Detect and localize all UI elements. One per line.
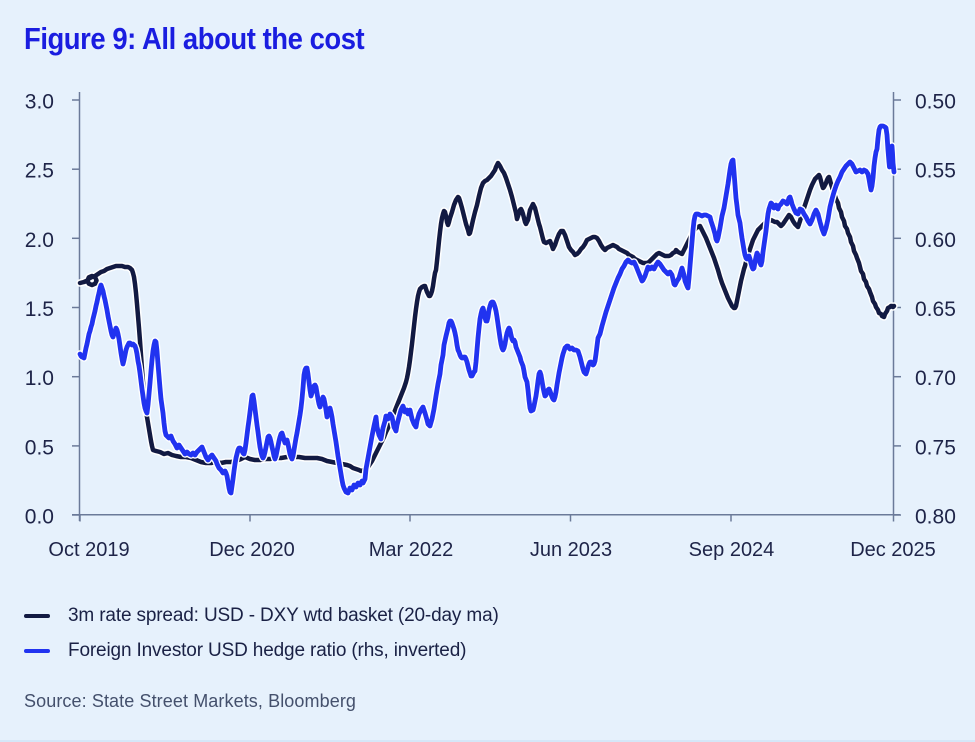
svg-text:Mar 2022: Mar 2022 (369, 539, 454, 561)
svg-text:1.5: 1.5 (25, 298, 54, 321)
svg-text:3.0: 3.0 (25, 91, 54, 114)
svg-text:0.75: 0.75 (915, 436, 956, 459)
svg-text:Sep 2024: Sep 2024 (689, 539, 775, 561)
svg-text:Oct 2019: Oct 2019 (48, 539, 129, 561)
svg-text:0.65: 0.65 (915, 298, 956, 321)
svg-text:0.70: 0.70 (915, 367, 956, 390)
svg-text:0.5: 0.5 (25, 436, 54, 459)
svg-text:0.60: 0.60 (915, 229, 956, 252)
svg-text:Dec 2025: Dec 2025 (850, 539, 936, 561)
svg-text:2.0: 2.0 (25, 229, 54, 252)
svg-text:Dec 2020: Dec 2020 (209, 539, 295, 561)
svg-text:1.0: 1.0 (25, 367, 54, 390)
svg-text:2.5: 2.5 (25, 160, 54, 183)
svg-text:0.55: 0.55 (915, 160, 956, 183)
svg-text:0.0: 0.0 (25, 506, 54, 529)
svg-text:Jun 2023: Jun 2023 (530, 539, 612, 561)
svg-text:0.80: 0.80 (915, 506, 956, 529)
svg-text:0.50: 0.50 (915, 91, 956, 114)
